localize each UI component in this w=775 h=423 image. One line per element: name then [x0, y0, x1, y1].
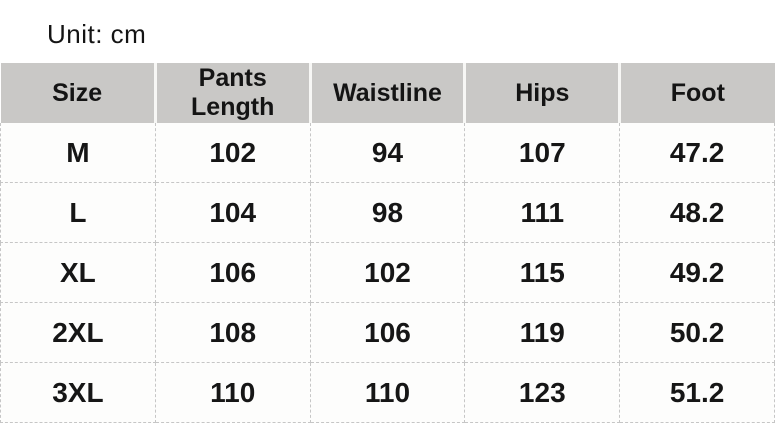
- hips-cell: 115: [464, 242, 621, 303]
- hips-cell: 119: [464, 302, 621, 363]
- size-cell: 3XL: [0, 362, 156, 423]
- table-row-xl: XL 106 102 115 49.2: [0, 242, 775, 303]
- foot-cell: 50.2: [619, 302, 775, 363]
- size-cell: XL: [0, 242, 156, 303]
- table-row-l: L 104 98 111 48.2: [0, 182, 775, 243]
- foot-cell: 48.2: [619, 182, 775, 243]
- waistline-cell: 106: [309, 302, 466, 363]
- unit-label: Unit: cm: [47, 19, 147, 49]
- foot-cell: 49.2: [619, 242, 775, 303]
- table-row-m: M 102 94 107 47.2: [0, 123, 775, 183]
- foot-cell: 47.2: [619, 123, 775, 183]
- size-cell: L: [0, 182, 156, 243]
- column-header-size: Size: [0, 63, 156, 123]
- column-header-pants-length: Pants Length: [153, 63, 311, 123]
- size-chart-body: M 102 94 107 47.2 L 104 98 111 48.2 XL 1…: [0, 123, 775, 423]
- size-cell: M: [0, 123, 156, 183]
- waistline-cell: 110: [309, 362, 466, 423]
- pants-length-cell: 108: [154, 302, 311, 363]
- waistline-cell: 102: [309, 242, 466, 303]
- size-cell: 2XL: [0, 302, 156, 363]
- column-header-foot: Foot: [618, 63, 775, 123]
- table-row-3xl: 3XL 110 110 123 51.2: [0, 362, 775, 423]
- column-header-waistline: Waistline: [308, 63, 465, 123]
- waistline-cell: 94: [309, 123, 466, 183]
- pants-length-cell: 106: [154, 242, 311, 303]
- hips-cell: 111: [464, 182, 621, 243]
- header-row: Size Pants Length Waistline Hips Foot: [0, 63, 775, 123]
- size-chart-table: Size Pants Length Waistline Hips Foot M …: [0, 63, 775, 423]
- pants-length-cell: 102: [154, 123, 311, 183]
- hips-cell: 123: [464, 362, 621, 423]
- pants-length-cell: 110: [154, 362, 311, 423]
- size-chart-header: Size Pants Length Waistline Hips Foot: [0, 63, 775, 123]
- pants-length-cell: 104: [154, 182, 311, 243]
- table-row-2xl: 2XL 108 106 119 50.2: [0, 302, 775, 363]
- column-header-hips: Hips: [463, 63, 620, 123]
- waistline-cell: 98: [309, 182, 466, 243]
- hips-cell: 107: [464, 123, 621, 183]
- foot-cell: 51.2: [619, 362, 775, 423]
